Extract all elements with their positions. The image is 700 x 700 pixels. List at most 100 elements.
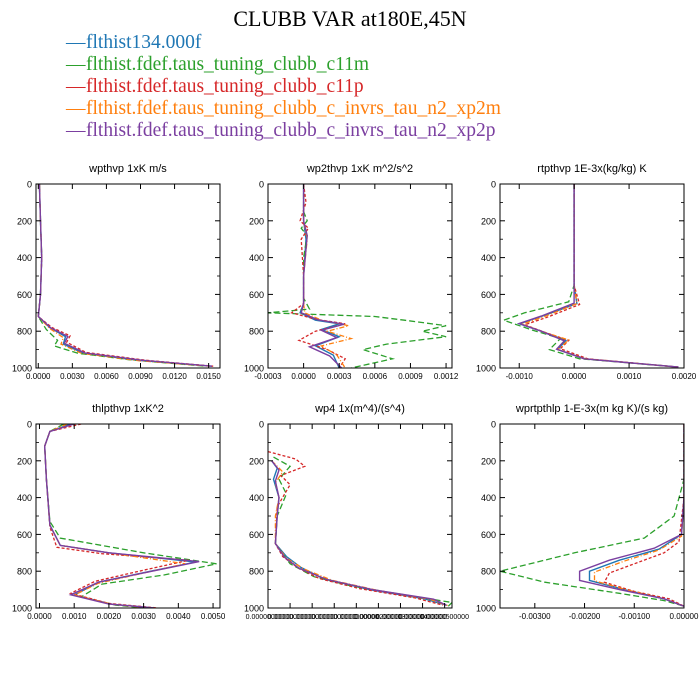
series-line [517,184,679,368]
series-line [44,424,189,608]
series-line [300,184,345,368]
series-line [43,424,196,608]
plot-frame [499,183,685,369]
legend-entry: —flthist.fdef.taus_tuning_clubb_c11p [66,76,501,98]
x-tick-label: 0.0010 [62,612,87,621]
y-tick-label: 800 [17,327,32,337]
series-line [37,184,213,367]
x-tick-label: 0.0012 [434,372,459,381]
series-line [299,184,342,368]
panel-title: wpthvp 1xK m/s [88,163,167,175]
x-tick-label: 0.0000000000 [246,614,291,621]
y-tick-label: 600 [249,530,264,540]
series-line [588,424,684,607]
legend-label: flthist.fdef.taus_tuning_clubb_c11m [86,54,370,75]
series-line [271,460,449,607]
x-tick-label: 0.0020 [97,612,122,621]
x-tick-label: -0.00200 [569,612,601,621]
series-line [520,184,679,368]
y-tick-label: 600 [249,290,264,300]
x-tick-label: 0.0060 [94,372,119,381]
series-line [37,184,213,367]
x-tick-label: 0.0030 [60,372,85,381]
legend-entry: —flthist.fdef.taus_tuning_clubb_c_invrs_… [66,98,501,120]
y-tick-label: 800 [481,327,496,337]
series-line [37,184,210,367]
x-tick-label: 0.0030 [131,612,156,621]
y-tick-label: 800 [481,567,496,577]
chart-panel: wp2thvp 1xK m^2/s^2 0 200 400 600 800 1000-0.0… [244,163,459,381]
y-tick-label: 400 [249,253,264,263]
series-line [271,460,447,606]
legend-entry: —flthist134.000f [66,32,501,54]
plot-frame [267,183,453,369]
x-tick-label: -0.00300 [519,612,551,621]
x-tick-label: 0.0003 [327,372,352,381]
x-tick-label: 0.0150 [196,372,221,381]
y-tick-label: 1000 [476,364,496,374]
series-line [516,184,679,368]
y-tick-label: 0 [491,180,496,190]
x-tick-label: 0.0000000000 [268,614,313,621]
y-tick-label: 0 [27,180,32,190]
x-tick-label: 0.00000 [670,612,699,621]
panel-title: wp4 1x(m^4)/(s^4) [314,403,405,415]
plot-frame [267,423,453,609]
series-line [578,424,684,607]
series-line [501,184,679,368]
panel-title: wprtpthlp 1-E-3x(m kg K)/(s kg) [515,403,668,415]
x-tick-label: -0.0003 [254,372,282,381]
series-line [593,424,684,607]
x-tick-label: -0.0010 [506,372,534,381]
x-tick-label: 0.0000000000 [312,614,357,621]
figure-header: CLUBB VAR at180E,45N —flthist134.000f —f… [0,0,700,142]
plot-frame [35,183,221,369]
figure-title: CLUBB VAR at180E,45N [233,6,467,31]
y-tick-label: 800 [249,327,264,337]
y-tick-label: 200 [481,456,496,466]
x-tick-label: -0.00100 [618,612,650,621]
x-tick-label: 0.0120 [162,372,187,381]
x-tick-label: 0.0000000000 [334,614,379,621]
y-tick-label: 600 [481,530,496,540]
y-tick-label: 0 [491,420,496,430]
x-tick-label: 0.0000000000 [290,614,335,621]
legend-label: flthist.fdef.taus_tuning_clubb_c11p [86,76,364,97]
legend: —flthist134.000f —flthist.fdef.taus_tuni… [66,32,501,142]
y-tick-label: 400 [17,493,32,503]
y-tick-label: 1000 [12,364,32,374]
series-line [37,184,207,367]
series-line [44,424,217,608]
x-tick-label: 0.00000400000 [398,614,447,621]
series-line [268,450,443,606]
y-tick-label: 200 [17,456,32,466]
y-tick-label: 1000 [12,604,32,614]
x-tick-label: 0.0040 [166,612,191,621]
x-tick-label: 0.0006 [363,372,388,381]
y-tick-label: 200 [249,456,264,466]
legend-entry: —flthist.fdef.taus_tuning_clubb_c11m [66,54,501,76]
y-tick-label: 200 [17,216,32,226]
series-line [273,456,452,607]
x-tick-label: 0.00000500000 [420,614,469,621]
panel-title: rtpthvp 1E-3x(kg/kg) K [537,163,647,175]
x-tick-label: 0.0010 [617,372,642,381]
chart-panel: rtpthvp 1E-3x(kg/kg) K 0 200 400 600 800 1000 -… [476,163,697,381]
y-tick-label: 400 [481,253,496,263]
series-line [43,424,200,608]
chart-panel: wprtpthlp 1-E-3x(m kg K)/(s kg) 0 200 400 60… [476,403,699,621]
x-tick-label: 0.0050 [201,612,226,621]
y-tick-label: 600 [17,530,32,540]
series-line [603,424,684,607]
y-tick-label: 400 [249,493,264,503]
y-tick-label: 200 [249,216,264,226]
x-tick-label: 0.00000300000 [376,614,425,621]
legend-label: flthist.fdef.taus_tuning_clubb_c_invrs_t… [86,120,496,141]
y-tick-label: 0 [259,420,264,430]
y-tick-label: 1000 [244,364,264,374]
y-tick-label: 1000 [244,604,264,614]
x-tick-label: 0.0000 [27,612,52,621]
x-tick-label: 0.0000 [26,372,51,381]
